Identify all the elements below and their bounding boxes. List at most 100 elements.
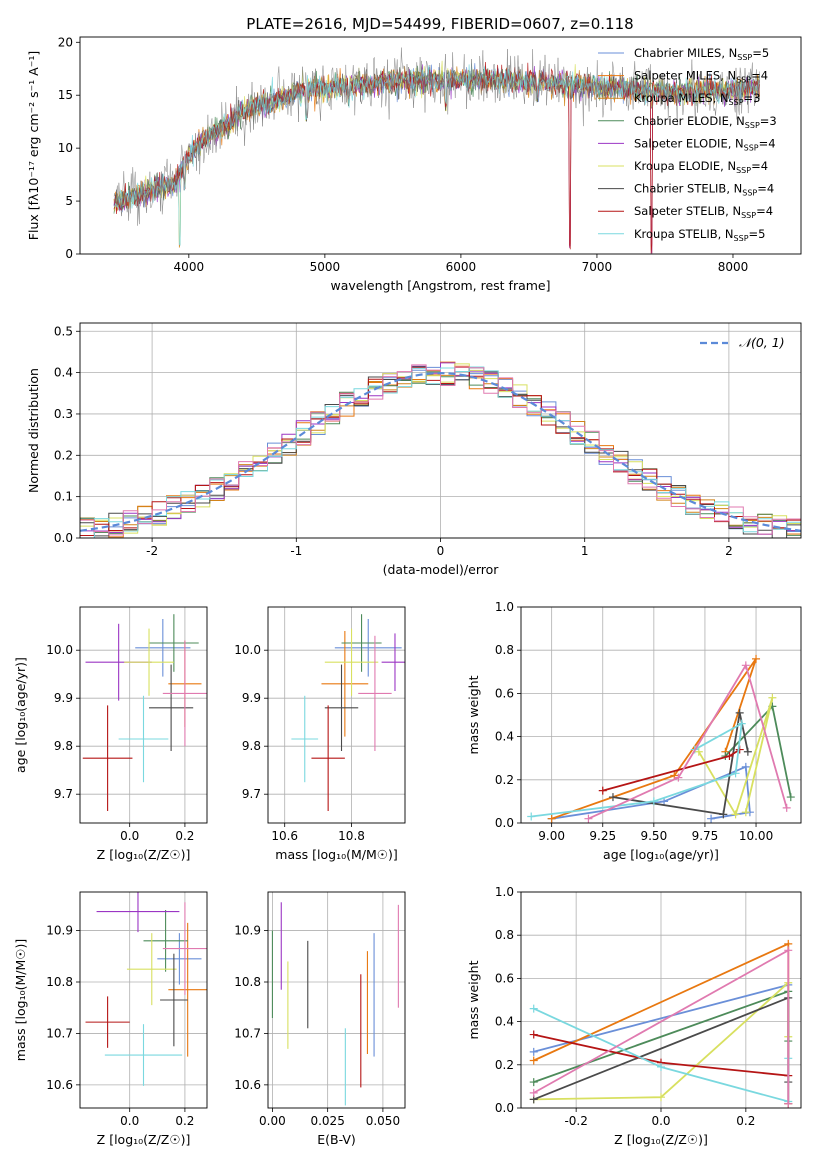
weight-marker (608, 793, 617, 802)
age-vs-mass-panel: 10.6 10.8 9.7 9.8 9.9 10.0 mass [log₁₀(M/M☉)] (234, 606, 406, 862)
x-tick-label: 0.2 (736, 1114, 755, 1128)
y-tick-label: 0.2 (54, 448, 73, 462)
legend-entry: Salpeter STELIB, NSSP=4 (634, 204, 773, 220)
x-axis-label: age [log₁₀(age/yr)] (603, 847, 719, 862)
axes-frame (79, 36, 802, 255)
weight-marker (529, 1047, 538, 1056)
plot-area (527, 654, 795, 823)
x-tick-label: 0.050 (366, 1114, 400, 1128)
mass-vs-ebv-panel: 0.00 0.025 0.050 10.6 10.7 10.8 10.9 E(B-V) (234, 891, 406, 1147)
y-axis-label: Flux [fλ10⁻¹⁷ erg cm⁻² s⁻¹ A⁻¹] (26, 51, 41, 240)
weight-marker (735, 708, 744, 717)
x-axis-label: mass [log₁₀(M/M☉)] (275, 847, 397, 862)
weight-series-line (588, 663, 788, 820)
weight-marker (741, 808, 750, 817)
legend-entry: Kroupa ELODIE, NSSP=4 (634, 159, 768, 175)
plot-area (113, 47, 760, 254)
weight-marker (529, 1088, 538, 1097)
y-tick-label: 10.9 (234, 924, 261, 938)
axes-frame (79, 322, 802, 539)
axes-frame (79, 891, 208, 1109)
x-tick-label: 8000 (718, 260, 749, 274)
legend-entry: Kroupa MILES, NSSP=3 (634, 91, 760, 107)
x-axis-label: Z [log₁₀(Z/Z☉)] (614, 1132, 708, 1147)
x-axis-label: wavelength [Angstrom, rest frame] (330, 278, 550, 293)
weight-marker (725, 752, 734, 761)
y-tick-label: 9.9 (242, 691, 261, 705)
x-axis-label: E(B-V) (317, 1132, 356, 1147)
y-tick-label: 10.8 (46, 975, 73, 989)
weight-marker (547, 814, 556, 823)
weight-marker (784, 946, 793, 955)
y-tick-label: 9.8 (54, 739, 73, 753)
weight-marker (752, 654, 761, 663)
weight-series-line (612, 712, 749, 816)
x-tick-label: 0.2 (175, 1114, 194, 1128)
x-tick-label: 5000 (310, 260, 341, 274)
axes-frame (520, 891, 802, 1109)
grid (268, 892, 405, 1108)
y-tick-label: 0.8 (495, 928, 514, 942)
weight-marker (657, 1062, 665, 1071)
weight-marker (719, 810, 728, 819)
x-tick-label: -1 (290, 544, 302, 558)
y-tick-label: 0.3 (54, 407, 73, 421)
x-tick-label: 9.75 (692, 829, 719, 843)
legend-entry: Kroupa STELIB, NSSP=5 (634, 227, 765, 243)
spectrum-data-line (113, 47, 760, 226)
y-tick-label: 5 (65, 194, 73, 208)
y-tick-label: 10.0 (46, 643, 73, 657)
age-vs-metallicity-panel: 0.0 0.2 9.7 9.8 9.9 10.0 Z [log₁₀(Z/Z☉)] age [l… (13, 606, 208, 862)
weight-marker (584, 814, 593, 823)
weight-marker (670, 771, 679, 780)
x-tick-label: -2 (146, 544, 158, 558)
y-axis-label: Normed distribution (26, 368, 41, 493)
y-tick-label: 0.4 (495, 1015, 514, 1029)
x-tick-label: 4000 (174, 260, 205, 274)
plot-area (85, 892, 207, 1086)
legend-entry: Chabrier ELODIE, NSSP=3 (634, 114, 777, 130)
axes-frame (267, 606, 406, 824)
spectrum-series-line (113, 63, 760, 246)
x-tick-label: 0.00 (259, 1114, 286, 1128)
y-tick-label: 10.7 (46, 1026, 73, 1040)
y-axis-label: mass weight (466, 675, 481, 754)
y-tick-label: 10.9 (46, 924, 73, 938)
plot-area (291, 614, 405, 811)
legend-entry: Salpeter ELODIE, NSSP=4 (634, 136, 776, 152)
plot-area (529, 939, 793, 1108)
x-tick-label: 2 (725, 544, 733, 558)
y-tick-label: 0.5 (54, 324, 73, 338)
weight-marker (731, 810, 740, 819)
y-tick-label: 0.1 (54, 490, 73, 504)
weight-marker (657, 1093, 665, 1102)
x-tick-label: 0.025 (310, 1114, 344, 1128)
x-axis-label: Z [log₁₀(Z/Z☉)] (97, 1132, 191, 1147)
weight-marker (529, 1056, 538, 1065)
x-tick-label: 0.0 (651, 1114, 670, 1128)
x-tick-label: 10.00 (739, 829, 773, 843)
legend-entry: 𝒩(0, 1) (739, 335, 785, 350)
x-tick-label: 0.0 (120, 1114, 139, 1128)
x-tick-label: 9.25 (589, 829, 616, 843)
x-tick-label: 7000 (582, 260, 613, 274)
y-tick-label: 10.8 (234, 975, 261, 989)
weight-series-line (698, 697, 774, 817)
legend-entry: Salpeter MILES, NSSP=4 (634, 69, 768, 85)
axes-frame (267, 891, 406, 1109)
x-axis-label: Z [log₁₀(Z/Z☉)] (97, 847, 191, 862)
weight-marker (731, 769, 740, 778)
y-tick-label: 9.8 (242, 739, 261, 753)
y-tick-label: 1.0 (495, 885, 514, 899)
y-tick-label: 0.6 (495, 971, 514, 985)
axes-frame (520, 606, 802, 824)
x-tick-label: 10.6 (271, 829, 298, 843)
y-tick-label: 0.0 (495, 816, 514, 830)
weight-marker (786, 793, 795, 802)
x-tick-label: -0.2 (564, 1114, 587, 1128)
x-tick-label: 0.2 (175, 829, 194, 843)
mass-vs-metallicity-panel: 0.0 0.2 10.6 10.7 10.8 10.9 Z [log₁₀(Z/Z☉)] mas… (13, 891, 208, 1147)
weight-marker (694, 747, 703, 756)
x-tick-label: 10.8 (338, 829, 365, 843)
y-tick-label: 0 (65, 247, 73, 261)
